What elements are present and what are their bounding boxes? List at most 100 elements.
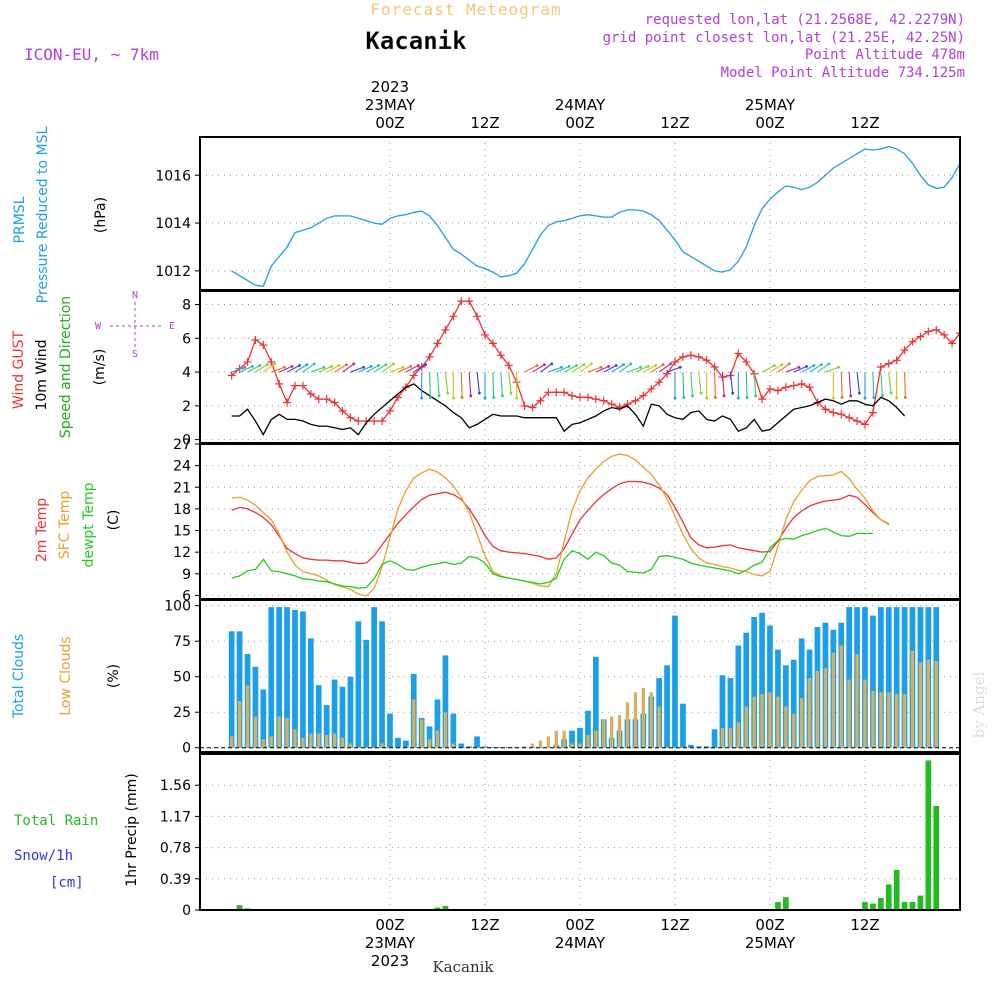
clouds-bar (895, 693, 899, 748)
gust-marker (837, 410, 846, 419)
clouds-bar (649, 692, 653, 748)
gust-marker (623, 400, 632, 409)
clouds-bar (276, 607, 282, 748)
wind-arrow (880, 372, 883, 396)
clouds-bar (323, 705, 330, 748)
gust-marker (481, 330, 489, 339)
watermark: by Angel (970, 671, 988, 738)
wind-arrow (444, 372, 449, 394)
clouds-bar (815, 671, 820, 748)
clouds-bar (412, 699, 416, 748)
wind-arrow (745, 372, 748, 398)
cloud-name1: Total Clouds (11, 634, 27, 719)
clouds-bar (664, 665, 670, 748)
wind-arrow-head (629, 362, 633, 366)
clouds-bar (475, 747, 479, 748)
clouds-bar (586, 735, 590, 748)
wind-arrow (405, 365, 419, 373)
wind-arrow-head (362, 365, 365, 369)
wind-unit: (m/s) (92, 349, 108, 386)
chart-title: Forecast Meteogram (370, 0, 561, 19)
precipitation-bar (236, 905, 243, 910)
precipitation-bar (862, 902, 868, 910)
clouds-bar (711, 729, 718, 748)
gust-marker (853, 417, 862, 426)
gust-marker (433, 339, 442, 348)
precip-name3: [cm] (50, 875, 84, 891)
clouds-bar (355, 621, 362, 748)
gust-marker (964, 319, 972, 327)
gust-marker (544, 388, 553, 397)
gust-marker (528, 403, 537, 412)
y-tick-label: 0 (182, 741, 191, 757)
clouds-panel: 0 25 50 75 100 (164, 599, 961, 757)
clouds-bar (846, 607, 852, 748)
y-tick-label: 2 (182, 399, 191, 415)
wind-arrow (548, 366, 562, 373)
clouds-bar (522, 746, 527, 748)
wind-arrow (302, 363, 315, 373)
bottom-time-label: 12Z (660, 916, 689, 934)
temp-name1: 2m Temp (34, 498, 50, 562)
wind-arrow-head (607, 364, 611, 368)
precipitation-bar (434, 907, 441, 910)
clouds-bar (285, 717, 289, 748)
wind-arrow (294, 364, 308, 373)
wind-name3: Speed and Direction (58, 296, 74, 438)
clouds-bar (847, 679, 851, 748)
precipitation-plot (200, 760, 960, 910)
wind-arrow (271, 366, 285, 373)
clouds-bar (356, 747, 360, 748)
y-tick-label: 8 (182, 298, 191, 314)
precipitation-bar (901, 902, 908, 910)
wind-name2: 10m Wind (34, 339, 50, 410)
y-tick-label: 21 (173, 480, 191, 496)
clouds-bar (665, 747, 669, 748)
wind-arrow (650, 364, 664, 373)
precipitation-bar (909, 902, 916, 910)
precip-name1: Total Rain (14, 813, 98, 829)
wind-arrow-head (820, 363, 823, 367)
gust-marker (552, 388, 561, 397)
wind-arrow-head (857, 391, 861, 395)
bottom-time-label: 23MAY (365, 934, 416, 952)
wind-arrow (666, 366, 681, 373)
clouds-bar (499, 747, 503, 748)
wind-arrow (326, 365, 340, 373)
clouds-bar (610, 716, 614, 748)
wind-arrow (524, 365, 538, 373)
wind-arrow-head (290, 364, 294, 368)
clouds-bar (625, 702, 630, 748)
clouds-bar (554, 730, 558, 748)
gust-marker (330, 398, 339, 407)
clouds-bar (403, 740, 409, 748)
wind-arrow-head (542, 363, 546, 367)
gust-marker (639, 391, 648, 400)
clouds-bar (379, 621, 385, 748)
gust-marker (473, 312, 482, 321)
clouds-bar (451, 743, 455, 748)
wind-arrow (690, 372, 693, 396)
wind-arrow-head (669, 362, 672, 366)
temp-unit: (C) (106, 510, 122, 531)
precip-unit: 1hr Precip (mm) (124, 773, 140, 886)
y-tick-label: 24 (173, 459, 191, 475)
temp-name3: dewpt Temp (81, 482, 97, 567)
wind-arrow (247, 365, 261, 373)
wind-arrow (729, 372, 734, 394)
cloud-unit: (%) (106, 664, 122, 688)
wind-arrow-head (787, 362, 791, 366)
wind-arrow-head (451, 396, 455, 400)
gust-marker (243, 357, 252, 366)
gust-marker (932, 325, 941, 334)
wind-arrow-head (250, 364, 254, 368)
clouds-bar (245, 685, 250, 748)
wind-arrow (611, 364, 624, 373)
wind-arrow-head (661, 363, 665, 367)
wind-arrow-head (805, 364, 808, 368)
gust-marker (829, 408, 838, 417)
clouds-bar (538, 740, 543, 748)
wind-arrow-head (509, 391, 513, 395)
wind-arrow (793, 365, 807, 373)
y-tick-label: 1.17 (160, 809, 191, 825)
